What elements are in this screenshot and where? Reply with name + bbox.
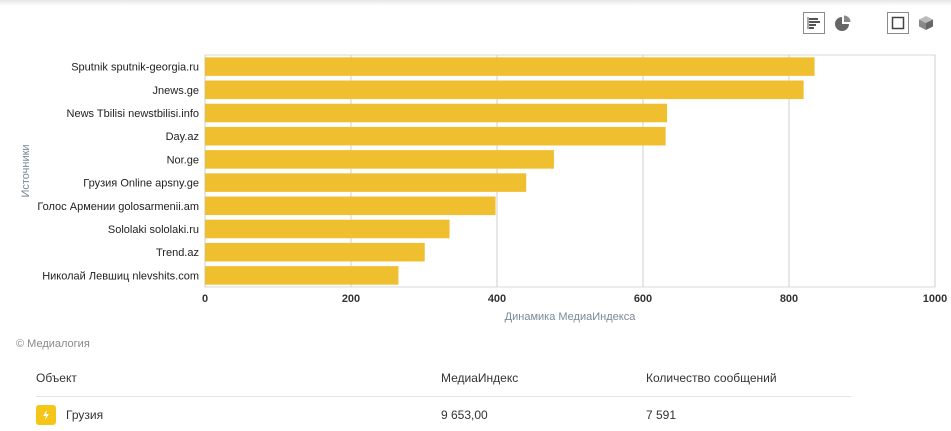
- bar-chart-view-button[interactable]: [803, 12, 825, 34]
- bar[interactable]: [205, 150, 554, 169]
- bar[interactable]: [205, 103, 668, 123]
- y-tick-label: Nor.ge: [167, 154, 199, 166]
- x-axis-label: Динамика МедиаИндекса: [505, 311, 637, 323]
- y-tick-label: Николай Левшиц nlevshits.com: [42, 270, 199, 282]
- copyright: © Медиалогия: [16, 338, 90, 350]
- bar-chart: Sputnik sputnik-georgia.ru Jnews.ge News T…: [20, 54, 947, 323]
- y-tick-label: News Tbilisi newstbilisi.info: [67, 108, 199, 120]
- row-object: Грузия: [66, 408, 104, 422]
- pie-chart-icon: [835, 15, 851, 31]
- y-tick-label: Jnews.ge: [153, 85, 199, 97]
- y-tick-label: Грузия Online apsny.ge: [83, 178, 199, 190]
- x-tick-label: 800: [780, 293, 798, 305]
- flat-view-button[interactable]: [887, 12, 909, 34]
- cube-icon: [919, 16, 933, 30]
- x-tick-label: 1000: [923, 293, 947, 305]
- y-tick-label: Trend.az: [156, 247, 199, 259]
- bar[interactable]: [205, 196, 496, 216]
- column-header-messages: Количество сообщений: [646, 371, 777, 385]
- y-tick-label: Day.az: [166, 131, 199, 143]
- top-shadow: [0, 0, 951, 6]
- bar[interactable]: [205, 126, 666, 146]
- row-messages: 7 591: [646, 408, 677, 422]
- header-divider: [36, 396, 851, 397]
- y-tick-label: Голос Армении golosarmenii.am: [37, 201, 199, 213]
- y-tick-label: Sololaki sololaki.ru: [108, 224, 199, 236]
- square-icon: [891, 16, 905, 30]
- bar[interactable]: [205, 219, 450, 239]
- bar[interactable]: [205, 242, 425, 262]
- bar[interactable]: [205, 173, 527, 192]
- x-tick-label: 600: [634, 293, 652, 305]
- bar[interactable]: [205, 57, 815, 76]
- column-header-object: Объект: [36, 371, 77, 385]
- y-tick-label: Sputnik sputnik-georgia.ru: [71, 62, 199, 74]
- bar[interactable]: [205, 266, 399, 285]
- column-header-mediaindex: МедиаИндекс: [441, 371, 519, 385]
- y-axis-label: Источники: [20, 144, 32, 197]
- x-tick-label: 400: [488, 293, 506, 305]
- x-tick-label: 200: [342, 293, 360, 305]
- bar[interactable]: [205, 80, 804, 100]
- 3d-view-button[interactable]: [915, 12, 937, 34]
- lightning-icon: [36, 405, 56, 425]
- row-mediaindex: 9 653,00: [441, 408, 488, 422]
- bar-chart-icon: [807, 17, 820, 29]
- x-tick-label: 0: [202, 293, 208, 305]
- pie-chart-view-button[interactable]: [832, 12, 854, 34]
